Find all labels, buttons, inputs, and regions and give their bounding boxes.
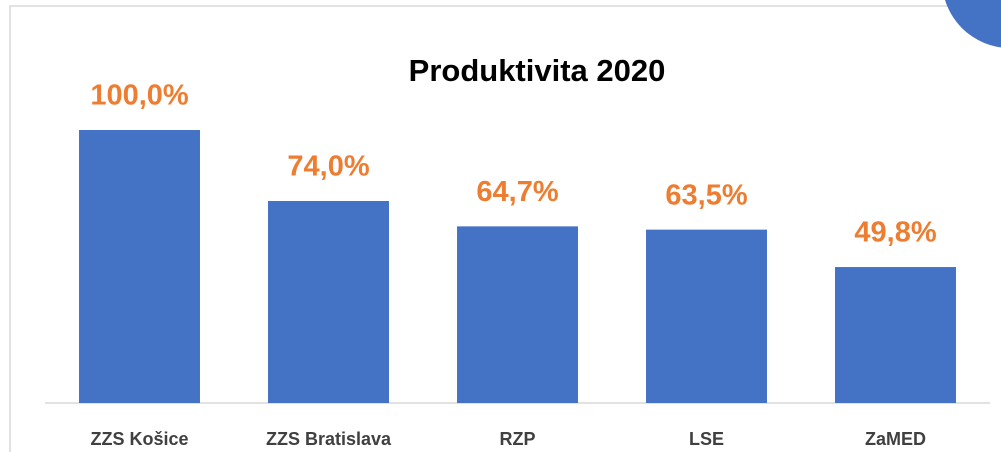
x-tick-label: RZP [500,429,536,449]
bar [79,130,200,403]
data-label: 64,7% [476,176,558,208]
bar [646,229,767,403]
bar [268,200,389,403]
chart-title: Produktivita 2020 [409,53,666,88]
x-tick-label: LSE [689,429,724,449]
bar [457,226,578,403]
x-tick-label: ZaMED [865,429,926,449]
bar [835,267,956,403]
data-label: 74,0% [287,151,369,183]
decoration-circle [945,0,1001,48]
data-label: 49,8% [854,217,936,249]
x-tick-label: ZZS Košice [90,429,188,449]
data-label: 100,0% [90,80,189,112]
x-tick-label: ZZS Bratislava [266,429,392,449]
data-label: 63,5% [665,179,747,211]
